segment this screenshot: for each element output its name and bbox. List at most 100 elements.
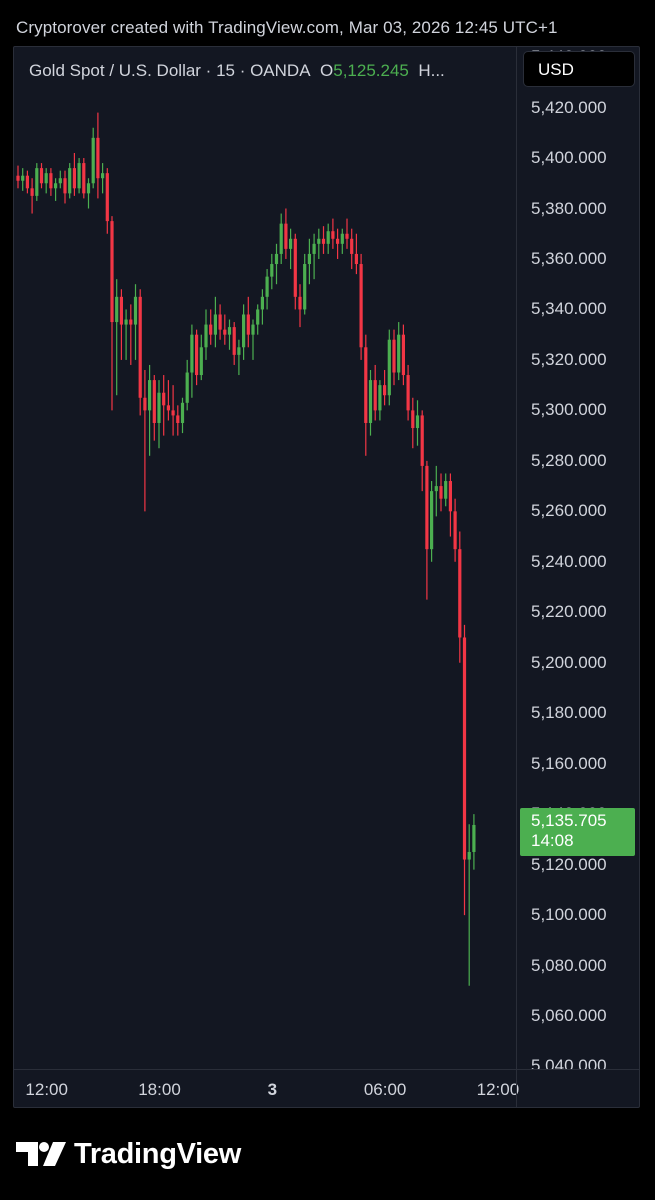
candle — [270, 253, 274, 290]
candle-body — [143, 397, 147, 411]
chart-frame: Gold Spot / U.S. Dollar · 15 · OANDA O 5,… — [13, 46, 640, 1108]
candle-body — [49, 173, 53, 189]
candle — [138, 289, 142, 416]
plot-area[interactable]: Gold Spot / U.S. Dollar · 15 · OANDA O5,… — [14, 47, 516, 1069]
candle-body — [425, 465, 429, 550]
candle — [453, 498, 457, 562]
candle-body — [467, 851, 471, 860]
candle-body — [82, 163, 86, 194]
candle-body — [190, 334, 194, 373]
candle — [415, 400, 420, 446]
candle — [223, 314, 227, 345]
candle — [105, 168, 109, 234]
price-tick-label: 5,200.000 — [531, 652, 607, 672]
price-tick-label: 5,420.000 — [531, 97, 607, 117]
candle — [63, 170, 67, 204]
candle-body — [317, 238, 321, 244]
price-tick-label: 5,100.000 — [531, 905, 607, 925]
candle-body — [354, 253, 358, 265]
candle-body — [35, 168, 39, 196]
candle — [406, 364, 410, 421]
candle-body — [274, 253, 279, 265]
time-axis[interactable]: 12:00 18:00 3 06:00 12:00 — [14, 1069, 519, 1107]
candle-body — [218, 314, 222, 330]
candle-body — [284, 223, 288, 249]
candle — [54, 178, 58, 201]
candle — [171, 385, 175, 436]
candle-body — [406, 375, 410, 411]
candle — [383, 370, 387, 406]
candle — [30, 178, 34, 214]
currency-button[interactable]: USD — [523, 51, 635, 87]
price-tick-label: 5,080.000 — [531, 955, 607, 975]
candle-body — [124, 319, 128, 325]
candle — [152, 375, 156, 441]
candle — [242, 304, 246, 360]
candle — [162, 375, 166, 436]
price-tick-label: 5,040.000 — [531, 1056, 607, 1069]
price-axis[interactable]: 5,040.000 5,060.000 5,080.000 5,100.000 5,12… — [516, 47, 639, 1069]
candle — [321, 226, 326, 254]
candle — [148, 364, 152, 456]
candle — [25, 170, 29, 194]
candle-body — [256, 309, 260, 325]
candlestick-chart[interactable] — [14, 47, 516, 1069]
candle-body — [345, 233, 349, 239]
candle-body — [453, 511, 457, 550]
candle-body — [119, 296, 123, 325]
candle — [82, 158, 86, 199]
candle-body — [227, 327, 232, 335]
candle-body — [411, 410, 415, 429]
candle — [312, 233, 316, 280]
candle-body — [204, 324, 208, 348]
candle — [86, 178, 91, 209]
time-tick-label: 3 — [267, 1080, 278, 1099]
candle-body — [307, 253, 311, 265]
price-tick-label: 5,120.000 — [531, 854, 607, 874]
candle — [345, 218, 349, 249]
candle — [444, 473, 448, 507]
candle — [387, 329, 391, 406]
candle-body — [439, 486, 443, 499]
candle-body — [265, 276, 269, 297]
candle-body — [298, 296, 302, 310]
candle — [472, 814, 476, 870]
tradingview-logo-icon — [16, 1142, 66, 1166]
candle-body — [472, 824, 476, 852]
candle-body — [105, 173, 109, 222]
candle — [331, 218, 335, 249]
candle — [265, 269, 269, 310]
candle-body — [91, 137, 95, 184]
candle-body — [115, 296, 119, 323]
candle-body — [195, 334, 199, 376]
last-price-label: 5,135.705 14:08 — [520, 807, 635, 856]
candle — [307, 238, 311, 285]
time-tick-label: 12:00 — [25, 1080, 68, 1099]
candle — [274, 243, 279, 285]
candle-body — [199, 347, 203, 376]
candle-body — [176, 415, 180, 423]
candle — [425, 460, 429, 600]
bar-countdown: 14:08 — [531, 830, 574, 850]
candle-body — [303, 264, 307, 310]
candle-body — [58, 178, 62, 184]
candle — [392, 329, 396, 386]
candle-body — [180, 402, 185, 423]
symbol-legend[interactable]: Gold Spot / U.S. Dollar · 15 · OANDA O5,… — [29, 61, 445, 81]
candle — [251, 319, 255, 360]
candle — [467, 824, 471, 986]
candle — [91, 127, 95, 189]
candle — [378, 380, 382, 421]
candle — [462, 624, 467, 916]
candle-body — [68, 168, 72, 194]
candle-body — [392, 339, 396, 373]
candle — [133, 284, 138, 360]
open-label: O — [320, 61, 334, 80]
candle-body — [148, 380, 152, 411]
brand-name: TradingView — [74, 1137, 241, 1170]
candle-body — [458, 549, 462, 638]
candle-body — [279, 223, 283, 254]
candle — [68, 163, 72, 199]
symbol-name: Gold Spot / U.S. Dollar · 15 · OANDA — [29, 61, 311, 80]
time-tick-label: 12:00 — [476, 1080, 520, 1099]
